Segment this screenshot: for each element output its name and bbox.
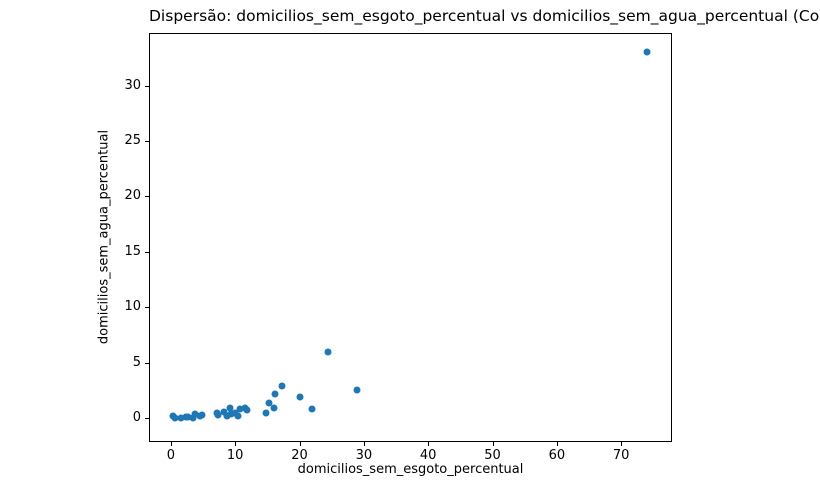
x-axis-tick-mark xyxy=(363,442,365,446)
scatter-point xyxy=(308,405,316,413)
x-axis-tick-mark xyxy=(556,442,558,446)
y-axis-tick-mark xyxy=(145,307,149,309)
chart-title: Dispersão: domicilios_sem_esgoto_percent… xyxy=(149,7,820,25)
scatter-point xyxy=(296,393,304,401)
x-axis-tick-label: 0 xyxy=(166,448,175,463)
y-axis-tick-mark xyxy=(145,196,149,198)
y-axis-tick-mark xyxy=(145,85,149,87)
y-axis-tick-mark xyxy=(145,418,149,420)
y-axis-tick-label: 25 xyxy=(124,133,141,149)
y-axis-tick-label: 20 xyxy=(124,188,141,204)
scatter-point xyxy=(243,406,251,414)
y-axis-tick-label: 15 xyxy=(124,243,141,259)
scatter-point xyxy=(191,410,199,418)
scatter-point xyxy=(262,409,270,417)
x-axis-tick-label: 40 xyxy=(419,448,437,463)
x-axis-label: domicilios_sem_esgoto_percentual xyxy=(297,462,524,477)
scatter-point xyxy=(214,411,222,419)
scatter-point xyxy=(278,382,286,390)
scatter-point xyxy=(265,399,273,407)
y-axis-tick-mark xyxy=(145,251,149,253)
y-axis-label: domicilios_sem_agua_percentual xyxy=(96,129,112,345)
x-axis-tick-mark xyxy=(299,442,301,446)
scatter-point xyxy=(171,414,179,422)
scatter-point xyxy=(223,412,231,420)
x-axis-tick-label: 70 xyxy=(612,448,630,463)
y-axis-tick-mark xyxy=(145,362,149,364)
scatter-point xyxy=(177,414,185,422)
x-axis-tick-mark xyxy=(170,442,172,446)
scatter-point xyxy=(189,414,197,422)
plot-area xyxy=(149,33,672,442)
x-axis-tick-mark xyxy=(492,442,494,446)
x-axis-tick-label: 50 xyxy=(484,448,501,463)
x-axis-tick-label: 10 xyxy=(226,448,244,463)
y-axis-tick-label: 0 xyxy=(132,410,141,426)
scatter-point xyxy=(226,404,234,412)
scatter-point xyxy=(353,386,361,394)
x-axis-tick-mark xyxy=(428,442,430,446)
scatter-point xyxy=(198,411,206,419)
y-axis-tick-label: 10 xyxy=(124,299,141,315)
x-axis-tick-label: 30 xyxy=(355,448,373,463)
x-axis-tick-mark xyxy=(621,442,623,446)
scatter-point xyxy=(184,413,192,420)
scatter-point xyxy=(220,408,228,416)
scatter-point xyxy=(643,48,651,56)
y-axis-tick-label: 30 xyxy=(124,77,141,93)
y-axis-tick-mark xyxy=(145,141,149,143)
x-axis-tick-label: 20 xyxy=(291,448,308,463)
scatter-point xyxy=(324,348,332,356)
y-axis-tick-label: 5 xyxy=(132,354,141,370)
scatter-point xyxy=(271,390,279,398)
scatter-point xyxy=(234,412,242,420)
x-axis-tick-mark xyxy=(235,442,237,446)
x-axis-tick-label: 60 xyxy=(548,448,566,463)
scatter-point xyxy=(236,405,244,413)
scatter-point xyxy=(270,404,278,412)
